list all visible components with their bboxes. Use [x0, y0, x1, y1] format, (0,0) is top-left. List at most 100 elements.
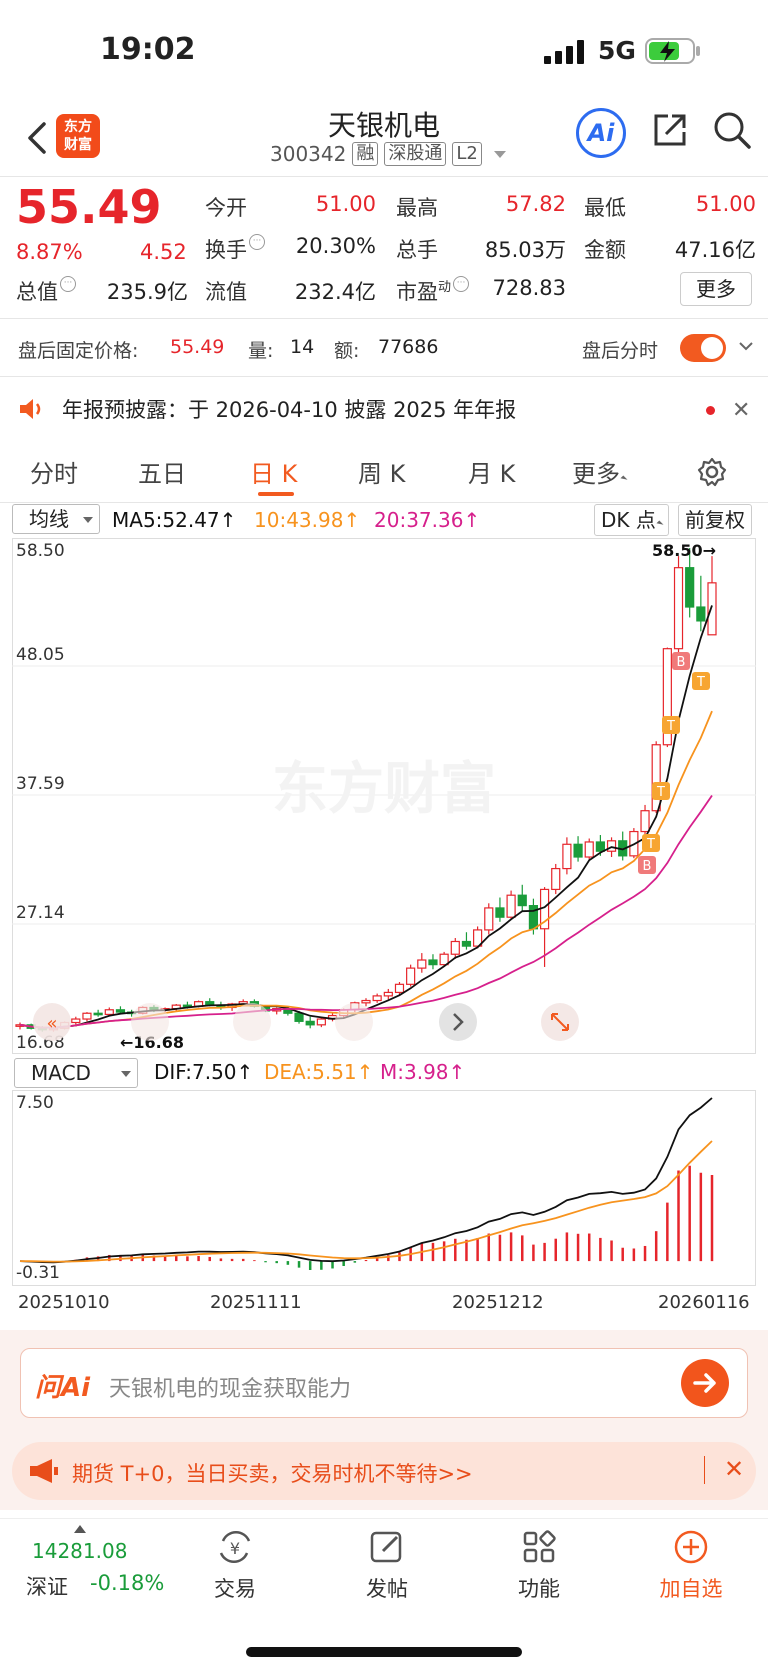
edit-icon	[370, 1531, 402, 1563]
candle	[93, 1012, 103, 1016]
notice-bar[interactable]: 年报预披露：于 2026-04-10 披露 2025 年年报 ✕	[0, 380, 768, 440]
network-type: 5G	[598, 36, 636, 65]
tab-daily-k[interactable]: 日 K	[250, 460, 298, 488]
tab-monthly-k[interactable]: 月 K	[468, 460, 516, 488]
bs-markers: B B T T T T	[638, 652, 710, 874]
mktcap-label: 总值 ···	[16, 276, 76, 306]
info-icon[interactable]: ···	[60, 276, 76, 292]
date-label: 20251212	[452, 1292, 544, 1313]
nav-post-label: 发帖	[366, 1577, 408, 1601]
candle	[428, 959, 438, 966]
amount-value: 47.16亿	[674, 238, 756, 262]
tab-five-day[interactable]: 五日	[138, 460, 186, 488]
tag-level2: L2	[452, 142, 482, 166]
index-name[interactable]: 深证	[26, 1575, 68, 1599]
app-logo: 东方 财富	[56, 114, 100, 158]
nav-post[interactable]: 发帖	[342, 1527, 432, 1603]
macd-chart[interactable]: 7.50 -0.31	[12, 1090, 756, 1286]
rewind-button[interactable]	[33, 1003, 71, 1041]
high-value: 57.82	[505, 192, 566, 216]
candle	[82, 1012, 92, 1020]
chevron-down-icon	[493, 150, 506, 158]
signal-icon	[544, 40, 584, 64]
macd-select[interactable]: MACD	[14, 1058, 138, 1088]
candle	[562, 843, 572, 870]
tab-weekly-k[interactable]: 周 K	[358, 460, 406, 488]
pe-sup: 动	[438, 280, 452, 295]
after-hours-price-label: 盘后固定价格:	[18, 340, 139, 362]
info-icon[interactable]: ···	[453, 276, 470, 292]
status-time: 19:02	[100, 32, 196, 67]
macd-y-bottom: -0.31	[16, 1263, 60, 1283]
open-value: 51.00	[315, 192, 376, 216]
share-icon[interactable]	[650, 110, 690, 150]
close-icon[interactable]: ✕	[724, 1455, 745, 1483]
search-icon[interactable]	[712, 110, 752, 150]
close-icon[interactable]: ✕	[732, 398, 751, 423]
ma5-value: MA5:52.47↑	[112, 508, 237, 532]
candle	[673, 567, 684, 650]
plus-circle-icon	[674, 1530, 708, 1564]
promo-banner[interactable]: 期货 T+0，当日买卖，交易时机不等待>> ✕	[12, 1442, 756, 1500]
stock-header: 东方 财富 天银机电 300342 融 深股通 L2 Ai	[0, 100, 768, 176]
placeholder-circle	[131, 1003, 169, 1041]
buy-marker: B	[677, 655, 686, 670]
nav-functions[interactable]: 功能	[494, 1527, 584, 1603]
info-icon[interactable]: ···	[249, 234, 265, 250]
ask-go-button[interactable]	[681, 1359, 729, 1407]
candle	[417, 959, 427, 969]
tab-intraday[interactable]: 分时	[30, 460, 78, 488]
logo-line1: 东方	[64, 119, 92, 135]
after-hours-price: 55.49	[170, 336, 225, 358]
candle	[606, 840, 617, 852]
max-marker: 58.50→	[652, 541, 716, 560]
nav-add-watchlist[interactable]: 加自选	[646, 1527, 736, 1603]
turnover-value: 20.30%	[295, 234, 376, 258]
dif-value: DIF:7.50↑	[154, 1060, 254, 1084]
promo-text: 期货 T+0，当日买卖，交易时机不等待>>	[72, 1462, 473, 1486]
watermark: 东方财富	[272, 757, 496, 822]
after-hours-toggle-label: 盘后分时	[582, 340, 659, 362]
candle	[506, 894, 516, 918]
back-arrow-icon[interactable]	[24, 120, 48, 156]
candle	[517, 894, 527, 907]
tab-more-label: 更多	[572, 460, 620, 488]
date-label: 20251111	[210, 1292, 302, 1313]
buy-marker: B	[643, 859, 652, 874]
index-value[interactable]: 14281.08	[32, 1539, 128, 1563]
chevron-down-icon[interactable]	[738, 338, 754, 354]
nav-add-watchlist-label: 加自选	[659, 1577, 723, 1601]
logo-line2: 财富	[64, 137, 92, 153]
ai-button[interactable]: Ai	[576, 108, 626, 158]
battery-icon	[645, 38, 700, 64]
stock-code: 300342	[270, 142, 347, 166]
ask-ai-box[interactable]: 问Ai 天银机电的现金获取能力	[20, 1348, 748, 1418]
t-marker: T	[656, 785, 665, 800]
after-hours-amt: 77686	[378, 336, 439, 358]
candle	[696, 606, 706, 622]
candle	[551, 867, 561, 891]
candle	[294, 1012, 304, 1022]
tag-connect: 深股通	[384, 142, 447, 166]
tab-more[interactable]: 更多	[572, 454, 628, 489]
stock-name: 天银机电	[327, 109, 440, 142]
candle	[495, 907, 505, 918]
next-button[interactable]	[439, 1003, 477, 1041]
last-price: 55.49	[16, 180, 162, 234]
candle	[406, 967, 416, 985]
more-button[interactable]: 更多	[680, 272, 752, 306]
gear-icon[interactable]	[696, 456, 728, 488]
low-label: 最低	[584, 196, 626, 220]
candle	[584, 841, 594, 858]
y-label-3: 37.59	[16, 774, 65, 794]
adjust-button[interactable]: 前复权	[678, 504, 752, 536]
after-hours-toggle[interactable]	[680, 334, 726, 362]
promo-divider	[704, 1456, 705, 1484]
nav-trade[interactable]: ¥ 交易	[190, 1527, 280, 1603]
candlestick-chart[interactable]: 东方财富 58.50 48.05 37.59 27.14 16.68 58.50…	[12, 538, 756, 1054]
candle	[316, 1018, 326, 1026]
stock-meta[interactable]: 300342 融 深股通 L2	[270, 142, 506, 166]
indicator-select[interactable]: 均线	[12, 504, 100, 534]
dk-point-button[interactable]: DK 点	[594, 504, 669, 536]
ask-ai-logo: 问Ai	[35, 1373, 91, 1403]
